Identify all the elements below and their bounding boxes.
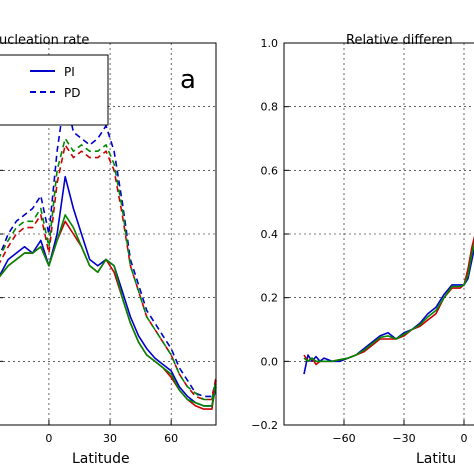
- series-line-dashed-3: [0, 93, 217, 398]
- series-line-dashed-4: [0, 144, 217, 401]
- y-tick-label: 0.6: [261, 164, 279, 177]
- y-tick-label: 0.2: [261, 292, 279, 305]
- panel-a-x-ticks: 0 30 60: [45, 420, 178, 445]
- y-tick-label: −0.2: [251, 419, 278, 432]
- panel-a-x-label: Latitude: [72, 451, 130, 467]
- legend-box: [0, 54, 109, 126]
- panel-b-frame: [283, 42, 474, 426]
- panel-a-title: ucleation rate: [0, 33, 89, 48]
- y-tick-label: 1.0: [261, 37, 279, 50]
- series-line-solid-1: [303, 235, 474, 366]
- panel-b-title: Relative differen: [346, 33, 453, 48]
- y-tick-label: 0.8: [261, 101, 279, 114]
- legend-label-pd: PD: [64, 86, 80, 100]
- panel-b-x-label: Latitu: [416, 451, 456, 467]
- series-line-dashed-5: [0, 137, 217, 401]
- series-line-solid-2: [303, 241, 474, 363]
- panel-b-y-ticks: 1.0 0.8 0.6 0.4 0.2 0.0 −0.2: [251, 37, 278, 432]
- panel-b: Relative differen 1.0 0.8 0.6 0.4 0.2 0.0 −0.2…: [251, 33, 474, 467]
- panel-b-series: [303, 235, 474, 375]
- panel-label: a: [180, 65, 196, 95]
- y-tick-label: 0.0: [261, 355, 279, 368]
- panel-b-grid: [284, 42, 474, 426]
- x-tick-label: 0: [45, 432, 52, 445]
- x-tick-label: −60: [332, 432, 355, 445]
- legend-label-pi: PI: [64, 65, 75, 79]
- series-line-solid-0: [0, 175, 217, 407]
- panel-a: ucleation rate 0 30 60 Latitude a PI PD: [0, 33, 217, 467]
- x-tick-label: 30: [103, 432, 117, 445]
- x-tick-label: 60: [164, 432, 178, 445]
- y-tick-label: 0.4: [261, 228, 279, 241]
- series-line-solid-2: [0, 214, 217, 407]
- x-tick-label: 0: [461, 432, 468, 445]
- panel-b-x-ticks: −60 −30 0: [332, 420, 468, 445]
- series-line-solid-0: [303, 246, 474, 375]
- legend: PI PD: [0, 54, 109, 126]
- panel-a-frame: [0, 42, 217, 426]
- panel-a-series: [0, 93, 217, 410]
- x-tick-label: −30: [392, 432, 415, 445]
